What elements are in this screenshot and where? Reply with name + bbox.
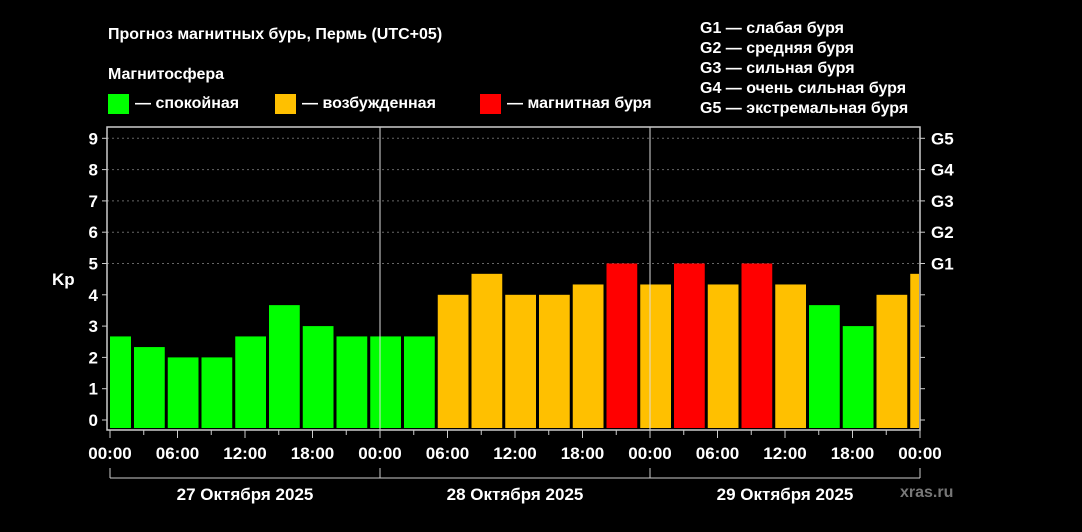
y-tick-label: 0 <box>89 411 98 430</box>
bar <box>471 273 503 428</box>
storm-legend-g2: G2 — средняя буря <box>700 40 854 57</box>
watermark: xras.ru <box>900 484 954 501</box>
x-tick-label: 00:00 <box>358 444 401 463</box>
right-tick-label: G2 <box>931 223 954 242</box>
x-tick-label: 18:00 <box>561 444 604 463</box>
x-tick-label: 12:00 <box>763 444 806 463</box>
x-tick-label: 06:00 <box>696 444 739 463</box>
y-tick-label: 5 <box>89 255 98 274</box>
bar <box>741 263 773 428</box>
bar <box>539 294 570 428</box>
legend-calm: — спокойная <box>135 95 240 112</box>
storm-legend-g4: G4 — очень сильная буря <box>700 80 907 97</box>
right-tick-label: G4 <box>931 161 954 180</box>
bar <box>110 336 131 428</box>
day-label: 29 Октября 2025 <box>717 485 854 504</box>
y-tick-label: 6 <box>89 223 98 242</box>
y-tick-label: 3 <box>89 317 98 336</box>
bar <box>640 284 671 428</box>
chart-title: Прогноз магнитных бурь, Пермь (UTC+05) <box>108 26 443 43</box>
bar <box>167 357 199 428</box>
bar <box>842 326 874 428</box>
day-label: 27 Октября 2025 <box>177 485 314 504</box>
bar <box>201 357 233 428</box>
x-tick-label: 18:00 <box>291 444 334 463</box>
day-label: 28 Октября 2025 <box>447 485 584 504</box>
x-tick-label: 06:00 <box>426 444 469 463</box>
y-tick-label: 9 <box>89 129 98 148</box>
storm-legend-g3: G3 — сильная буря <box>700 60 855 77</box>
bar <box>302 326 334 428</box>
legend-title: Магнитосфера <box>108 66 225 83</box>
plot-frame <box>106 126 921 431</box>
legend-swatch-calm <box>108 94 129 114</box>
x-tick-label: 00:00 <box>628 444 671 463</box>
bar <box>809 305 840 428</box>
bar <box>910 273 919 428</box>
bar <box>876 294 908 428</box>
x-tick-label: 00:00 <box>898 444 941 463</box>
bar <box>707 284 739 428</box>
bar <box>572 284 604 428</box>
y-tick-label: 1 <box>89 380 98 399</box>
right-tick-label: G1 <box>931 255 954 274</box>
bar <box>370 336 401 428</box>
legend-swatch-excited <box>275 94 296 114</box>
y-tick-label: 4 <box>89 286 99 305</box>
bar <box>505 294 536 428</box>
x-tick-label: 00:00 <box>88 444 131 463</box>
bar <box>775 284 806 428</box>
y-tick-label: 2 <box>89 348 98 367</box>
bar <box>437 294 469 428</box>
right-tick-label: G3 <box>931 192 954 211</box>
bar <box>404 336 435 428</box>
bar <box>269 305 300 428</box>
storm-legend-g1: G1 — слабая буря <box>700 20 845 37</box>
x-tick-label: 12:00 <box>493 444 536 463</box>
right-tick-label: G5 <box>931 129 954 148</box>
y-tick-label: 7 <box>89 192 98 211</box>
bar <box>235 336 266 428</box>
bar <box>336 336 368 428</box>
y-tick-label: 8 <box>89 161 98 180</box>
bar <box>674 263 705 428</box>
legend-swatch-storm <box>480 94 501 114</box>
storm-legend-g5: G5 — экстремальная буря <box>700 100 909 117</box>
x-tick-label: 06:00 <box>156 444 199 463</box>
legend-excited: — возбужденная <box>302 95 436 112</box>
x-tick-label: 18:00 <box>831 444 874 463</box>
bar <box>606 263 638 428</box>
bar <box>134 347 165 428</box>
y-axis-label: Kp <box>52 270 75 289</box>
x-tick-label: 12:00 <box>223 444 266 463</box>
legend-storm: — магнитная буря <box>507 95 652 112</box>
